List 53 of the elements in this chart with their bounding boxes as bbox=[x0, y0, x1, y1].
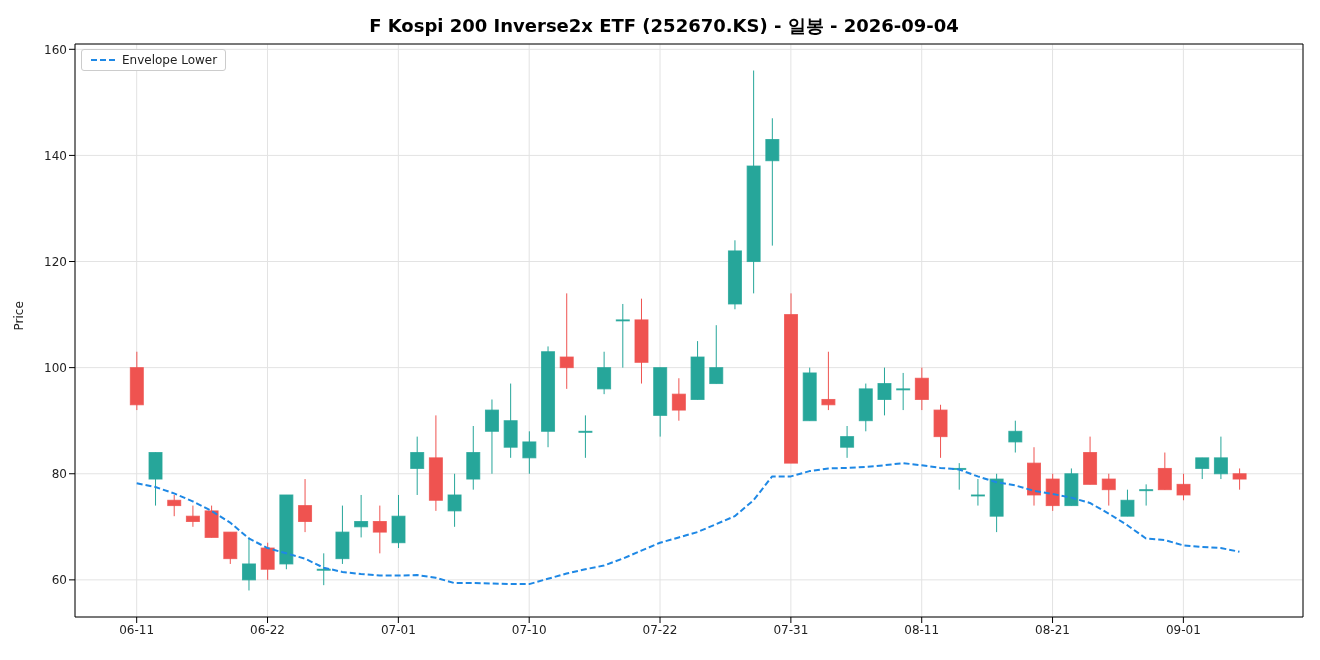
candlestick bbox=[1157, 452, 1172, 491]
x-tick-label: 08-21 bbox=[1035, 622, 1070, 637]
candlestick bbox=[970, 478, 985, 507]
candlestick bbox=[372, 505, 387, 554]
y-tick-label: 100 bbox=[44, 360, 67, 375]
x-tick-label: 06-11 bbox=[119, 622, 155, 637]
x-tick-label: 07-01 bbox=[380, 622, 416, 637]
x-tick-label: 08-11 bbox=[904, 622, 940, 637]
candlestick bbox=[1195, 457, 1210, 480]
candlestick bbox=[877, 367, 892, 416]
x-tick-label: 06-22 bbox=[250, 622, 285, 637]
candlestick bbox=[1176, 473, 1191, 501]
candlestick bbox=[484, 398, 499, 475]
candlestick bbox=[671, 377, 686, 422]
candlestick bbox=[597, 351, 612, 395]
candlestick bbox=[1008, 420, 1023, 454]
line-series bbox=[135, 462, 1241, 586]
candlestick bbox=[167, 494, 182, 517]
candlestick bbox=[410, 436, 425, 496]
candlestick bbox=[615, 303, 630, 369]
legend-label: Envelope Lower bbox=[122, 53, 218, 67]
candlestick bbox=[316, 552, 331, 586]
y-tick-label: 60 bbox=[51, 573, 67, 588]
candlestick bbox=[821, 351, 836, 411]
candlestick bbox=[559, 292, 574, 390]
candlestick bbox=[1120, 489, 1135, 517]
x-tick-label: 07-10 bbox=[511, 622, 547, 637]
candlestick bbox=[1101, 473, 1116, 507]
y-tick-label: 80 bbox=[51, 467, 67, 482]
candlestick bbox=[765, 117, 780, 247]
candlestick bbox=[298, 478, 313, 533]
y-axis-title: Price bbox=[12, 301, 27, 331]
y-tick-label: 160 bbox=[44, 42, 67, 57]
candlestick bbox=[1213, 436, 1228, 480]
candlestick bbox=[709, 324, 724, 385]
x-tick-label: 07-22 bbox=[642, 622, 678, 637]
candlestick bbox=[1232, 467, 1247, 491]
x-tick-label: 07-31 bbox=[773, 622, 809, 637]
candlestick bbox=[896, 372, 911, 411]
candlestick bbox=[522, 430, 537, 475]
y-tick-label: 140 bbox=[44, 148, 67, 163]
candlestick bbox=[241, 536, 256, 591]
x-tick-label: 09-01 bbox=[1165, 622, 1201, 637]
candlestick bbox=[840, 425, 855, 459]
candlestick bbox=[578, 414, 593, 459]
chart-title: F Kospi 200 Inverse2x ETF (252670.KS) - 일봉 - 2026-09-04 bbox=[368, 14, 960, 38]
candlestick bbox=[354, 494, 369, 538]
candlestick bbox=[260, 542, 275, 581]
candlestick bbox=[447, 473, 462, 528]
candlestick bbox=[1139, 483, 1154, 507]
y-tick-label: 120 bbox=[44, 254, 67, 269]
candlestick bbox=[185, 505, 200, 528]
candlestick bbox=[914, 367, 929, 411]
